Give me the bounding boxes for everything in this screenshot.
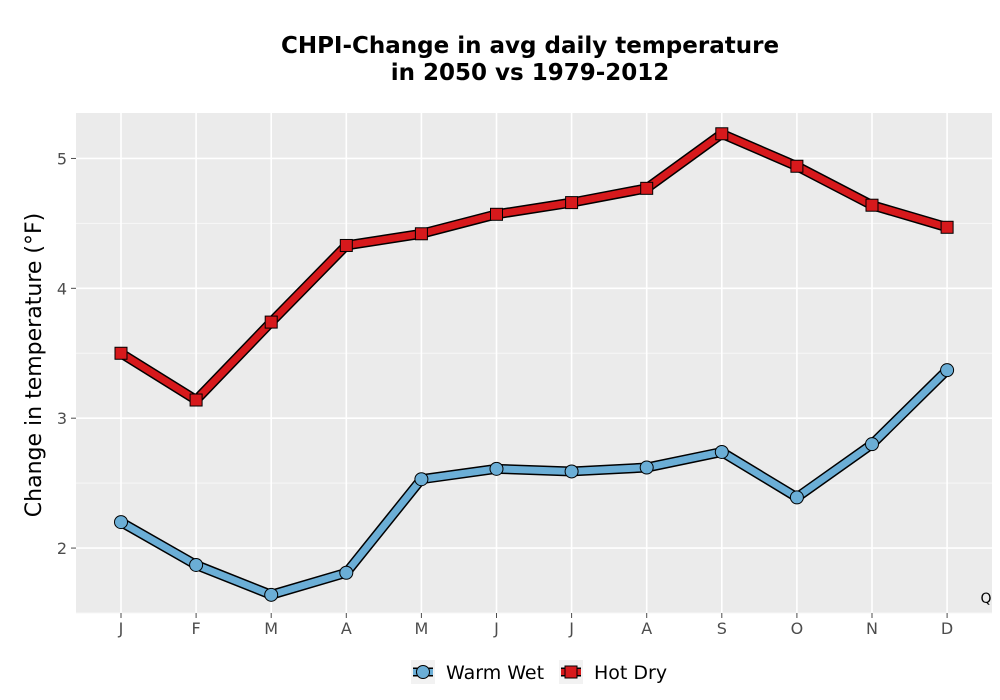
chart-title-line-2: in 2050 vs 1979-2012 (391, 60, 670, 86)
data-point (865, 198, 879, 212)
x-tick-label: D (941, 619, 953, 638)
chart-title-line-1: CHPI-Change in avg daily temperature (281, 33, 779, 59)
data-point (114, 515, 128, 530)
legend-label: Warm Wet (446, 662, 544, 684)
legend-key-marker (564, 665, 578, 679)
data-point (789, 490, 804, 505)
data-point (790, 159, 804, 173)
data-point (714, 444, 729, 459)
legend: Warm Wet Hot Dry (411, 660, 667, 684)
data-point (640, 181, 654, 195)
legend-label: Hot Dry (594, 662, 667, 684)
series-layer (114, 127, 955, 602)
data-point (339, 238, 353, 252)
data-point (490, 207, 503, 221)
legend-item: Hot Dry (559, 660, 667, 684)
y-axis-ticks: 2 3 4 5 (57, 149, 76, 558)
grid-major (76, 113, 992, 613)
grid-minor (76, 222, 992, 614)
series-warm-wet (114, 363, 955, 602)
y-tick-label: 5 (57, 149, 67, 168)
y-tick-label: 3 (57, 409, 67, 428)
y-tick-label: 2 (57, 539, 67, 558)
data-point (414, 472, 429, 487)
data-point (264, 587, 279, 602)
x-tick-label: A (641, 619, 652, 638)
series-hot-dry (114, 127, 954, 407)
series-line (117, 366, 951, 599)
corner-label: Q (980, 591, 991, 607)
x-tick-label: N (866, 619, 878, 638)
x-tick-label: S (717, 619, 727, 638)
y-tick-label: 4 (57, 279, 67, 298)
x-tick-label: M (264, 619, 278, 638)
x-tick-label: M (414, 619, 428, 638)
legend-key-marker (416, 665, 430, 679)
x-tick-label: F (191, 619, 200, 638)
data-point (189, 557, 204, 572)
data-point (564, 464, 579, 479)
data-point (339, 565, 354, 580)
x-tick-label: A (341, 619, 352, 638)
data-point (639, 460, 654, 475)
x-tick-label: J (493, 619, 499, 638)
data-point (489, 461, 504, 476)
data-point (414, 227, 428, 241)
x-tick-label: J (118, 619, 124, 638)
data-point (940, 220, 954, 234)
y-axis-title: Change in temperature (°F) (22, 213, 47, 517)
plot-panel (76, 113, 992, 613)
data-point (940, 363, 955, 378)
data-point (865, 437, 879, 452)
data-point (264, 315, 278, 329)
data-point (565, 196, 579, 210)
data-point (715, 127, 729, 141)
data-point (114, 346, 128, 360)
x-tick-label: O (791, 619, 804, 638)
x-tick-label: J (568, 619, 574, 638)
series-line (117, 130, 951, 404)
data-point (189, 393, 203, 407)
legend-item: Warm Wet (411, 660, 544, 684)
